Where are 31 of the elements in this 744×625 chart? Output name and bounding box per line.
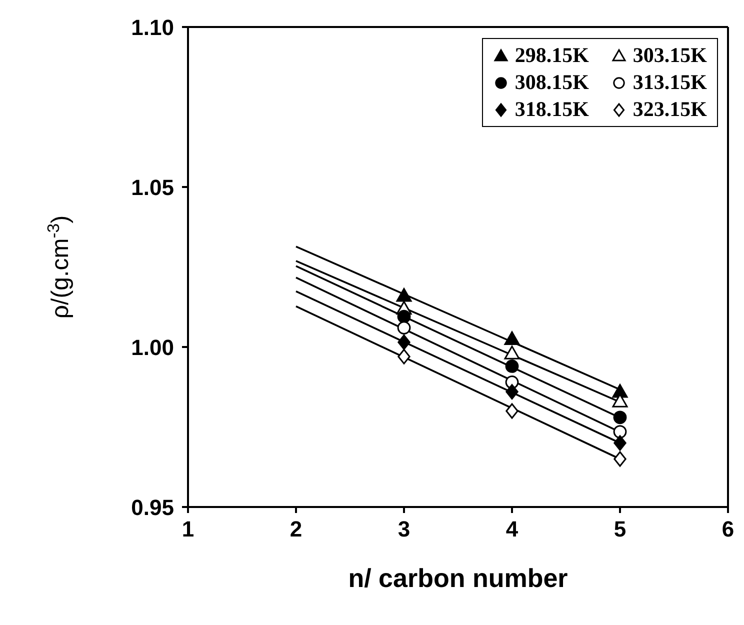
legend-label: 303.15K xyxy=(632,43,707,68)
x-tick-label: 2 xyxy=(290,516,302,542)
legend-label: 313.15K xyxy=(632,70,707,95)
y-tick-label: 1.00 xyxy=(131,334,174,360)
y-tick-label: 1.05 xyxy=(131,174,174,200)
x-tick-label: 1 xyxy=(182,516,194,542)
legend-label: 318.15K xyxy=(514,97,589,122)
y-tick-label: 1.10 xyxy=(131,14,174,40)
point xyxy=(613,425,627,438)
point xyxy=(397,321,411,334)
point xyxy=(506,403,518,419)
point xyxy=(396,288,412,302)
point xyxy=(506,384,518,400)
point xyxy=(397,310,411,324)
point xyxy=(398,348,410,364)
point xyxy=(505,360,519,373)
x-tick-label: 3 xyxy=(398,516,410,542)
point xyxy=(398,334,410,350)
y-tick-label: 0.95 xyxy=(131,494,174,520)
legend-label: 298.15K xyxy=(514,43,589,68)
x-tick-label: 4 xyxy=(506,516,519,542)
point xyxy=(504,331,520,345)
legend-label: 323.15K xyxy=(632,97,707,122)
x-axis-title: n/ carbon number xyxy=(348,563,568,593)
point xyxy=(613,410,627,424)
x-tick-label: 5 xyxy=(614,516,626,542)
legend-label: 308.15K xyxy=(514,70,589,95)
point xyxy=(614,451,626,467)
point xyxy=(504,346,520,360)
point xyxy=(614,435,626,451)
x-tick-label: 6 xyxy=(722,516,734,542)
